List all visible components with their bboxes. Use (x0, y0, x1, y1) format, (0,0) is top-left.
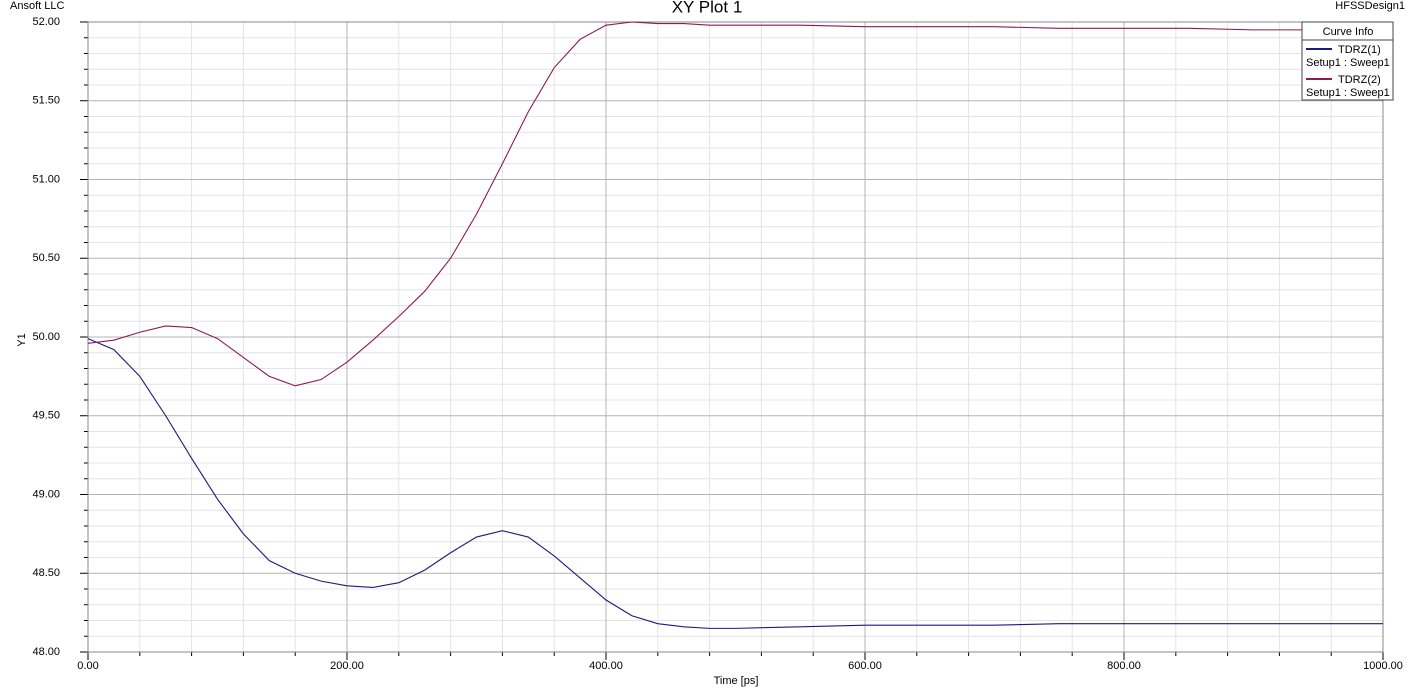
y-tick-label: 52.00 (32, 16, 60, 28)
y-tick-label: 49.50 (32, 410, 60, 422)
x-tick-label: 400.00 (589, 660, 623, 672)
x-tick-label: 0.00 (77, 660, 98, 672)
legend-label: TDRZ(1) (1338, 44, 1381, 56)
design-label: HFSSDesign1 (1335, 0, 1405, 12)
y-tick-label: 48.50 (32, 567, 60, 579)
y-tick-label: 51.00 (32, 173, 60, 185)
data-line (87, 338, 1383, 629)
legend-setup: Setup1 : Sweep1 (1306, 87, 1390, 99)
legend-setup: Setup1 : Sweep1 (1306, 57, 1390, 69)
y-tick-label: 48.00 (32, 646, 60, 658)
x-axis-label: Time [ps] (714, 675, 759, 687)
x-tick-label: 800.00 (1107, 660, 1141, 672)
y-tick-label: 51.50 (32, 95, 60, 107)
y-tick-label: 50.50 (32, 252, 60, 264)
y-tick-label: 49.00 (32, 488, 60, 500)
chart-title: XY Plot 1 (672, 0, 743, 16)
legend-header (1301, 21, 1394, 41)
y-axis-label: Y1 (16, 333, 28, 346)
y-tick-label: 50.00 (32, 331, 60, 343)
x-tick-label: 200.00 (330, 660, 364, 672)
legend-title: Curve Info (1323, 26, 1374, 38)
company-label: Ansoft LLC (10, 0, 64, 12)
legend-label: TDRZ(2) (1338, 74, 1381, 86)
data-line (87, 21, 1383, 387)
plot-frame (87, 21, 1384, 653)
x-tick-label: 1000.00 (1363, 660, 1403, 672)
x-tick-label: 600.00 (848, 660, 882, 672)
